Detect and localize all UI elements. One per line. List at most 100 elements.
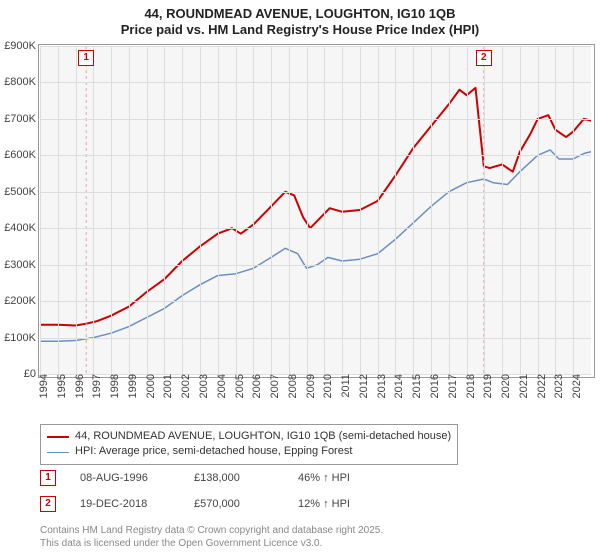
gridline-v — [253, 46, 254, 374]
transaction-delta: 12% ↑ HPI — [298, 498, 398, 510]
y-tick-label: £800K — [4, 76, 40, 88]
x-tick-label: 2005 — [232, 374, 246, 398]
x-tick-label: 2016 — [427, 374, 441, 398]
legend-swatch — [47, 452, 69, 453]
gridline-v — [360, 46, 361, 374]
chart-marker: 2 — [476, 50, 492, 66]
footer-line-2: This data is licensed under the Open Gov… — [40, 537, 383, 550]
x-tick-label: 1997 — [89, 374, 103, 398]
gridline-v — [413, 46, 414, 374]
x-tick-label: 1998 — [107, 374, 121, 398]
transaction-row: 108-AUG-1996£138,00046% ↑ HPI — [40, 470, 398, 486]
gridline-h — [40, 46, 591, 47]
gridline-v — [200, 46, 201, 374]
x-tick-label: 2012 — [356, 374, 370, 398]
x-tick-label: 2020 — [498, 374, 512, 398]
gridline-v — [76, 46, 77, 374]
gridline-v — [378, 46, 379, 374]
gridline-h — [40, 155, 591, 156]
gridline-h — [40, 228, 591, 229]
title-line-1: 44, ROUNDMEAD AVENUE, LOUGHTON, IG10 1QB — [0, 6, 600, 22]
x-tick-label: 1994 — [36, 374, 50, 398]
y-tick-label: £100K — [4, 332, 40, 344]
x-tick-label: 2002 — [178, 374, 192, 398]
y-tick-label: £500K — [4, 186, 40, 198]
gridline-v — [129, 46, 130, 374]
gridline-v — [164, 46, 165, 374]
gridline-h — [40, 301, 591, 302]
x-tick-label: 2000 — [143, 374, 157, 398]
transaction-date: 19-DEC-2018 — [80, 498, 170, 510]
x-tick-label: 2014 — [391, 374, 405, 398]
gridline-h — [40, 338, 591, 339]
gridline-v — [484, 46, 485, 374]
gridline-h — [40, 82, 591, 83]
legend-row: 44, ROUNDMEAD AVENUE, LOUGHTON, IG10 1QB… — [47, 429, 451, 444]
gridline-v — [449, 46, 450, 374]
footer: Contains HM Land Registry data © Crown c… — [40, 524, 383, 550]
gridline-v — [93, 46, 94, 374]
x-tick-label: 2009 — [303, 374, 317, 398]
y-tick-label: £700K — [4, 113, 40, 125]
gridline-v — [538, 46, 539, 374]
gridline-v — [111, 46, 112, 374]
y-tick-label: £600K — [4, 149, 40, 161]
gridline-v — [502, 46, 503, 374]
series-line-price_paid — [40, 88, 591, 326]
x-tick-label: 2022 — [534, 374, 548, 398]
legend-row: HPI: Average price, semi-detached house,… — [47, 444, 451, 459]
x-tick-label: 1995 — [54, 374, 68, 398]
series-line-hpi — [40, 150, 591, 341]
gridline-v — [555, 46, 556, 374]
transaction-marker: 2 — [40, 496, 56, 512]
chart-container: 44, ROUNDMEAD AVENUE, LOUGHTON, IG10 1QB… — [0, 0, 600, 560]
x-tick-label: 2017 — [445, 374, 459, 398]
gridline-v — [40, 46, 41, 374]
gridline-v — [342, 46, 343, 374]
gridline-v — [236, 46, 237, 374]
gridline-h — [40, 192, 591, 193]
footer-line-1: Contains HM Land Registry data © Crown c… — [40, 524, 383, 537]
legend-label: 44, ROUNDMEAD AVENUE, LOUGHTON, IG10 1QB… — [75, 429, 451, 444]
y-tick-label: £400K — [4, 222, 40, 234]
plot-area: £0£100K£200K£300K£400K£500K£600K£700K£80… — [40, 46, 591, 374]
y-tick-label: £200K — [4, 295, 40, 307]
gridline-v — [520, 46, 521, 374]
gridline-v — [218, 46, 219, 374]
legend-label: HPI: Average price, semi-detached house,… — [75, 444, 352, 459]
gridline-v — [573, 46, 574, 374]
gridline-v — [324, 46, 325, 374]
x-tick-label: 2023 — [551, 374, 565, 398]
x-tick-label: 2001 — [160, 374, 174, 398]
chart-marker: 1 — [78, 50, 94, 66]
x-tick-label: 1996 — [72, 374, 86, 398]
gridline-v — [271, 46, 272, 374]
title-line-2: Price paid vs. HM Land Registry's House … — [0, 22, 600, 38]
x-tick-label: 2021 — [516, 374, 530, 398]
gridline-v — [58, 46, 59, 374]
x-tick-label: 2018 — [463, 374, 477, 398]
transaction-price: £570,000 — [194, 498, 274, 510]
gridline-v — [395, 46, 396, 374]
legend-swatch — [47, 436, 69, 438]
transaction-marker: 1 — [40, 470, 56, 486]
gridline-v — [431, 46, 432, 374]
x-tick-label: 2003 — [196, 374, 210, 398]
x-tick-label: 2011 — [338, 374, 352, 398]
transaction-date: 08-AUG-1996 — [80, 472, 170, 484]
x-tick-label: 2024 — [569, 374, 583, 398]
legend: 44, ROUNDMEAD AVENUE, LOUGHTON, IG10 1QB… — [40, 424, 458, 465]
chart-lines-svg — [40, 46, 591, 374]
gridline-v — [307, 46, 308, 374]
transaction-price: £138,000 — [194, 472, 274, 484]
y-tick-label: £900K — [4, 40, 40, 52]
gridline-v — [289, 46, 290, 374]
x-tick-label: 2010 — [320, 374, 334, 398]
x-tick-label: 1999 — [125, 374, 139, 398]
gridline-v — [147, 46, 148, 374]
gridline-h — [40, 119, 591, 120]
gridline-h — [40, 265, 591, 266]
x-tick-label: 2008 — [285, 374, 299, 398]
x-tick-label: 2006 — [249, 374, 263, 398]
x-tick-label: 2019 — [480, 374, 494, 398]
